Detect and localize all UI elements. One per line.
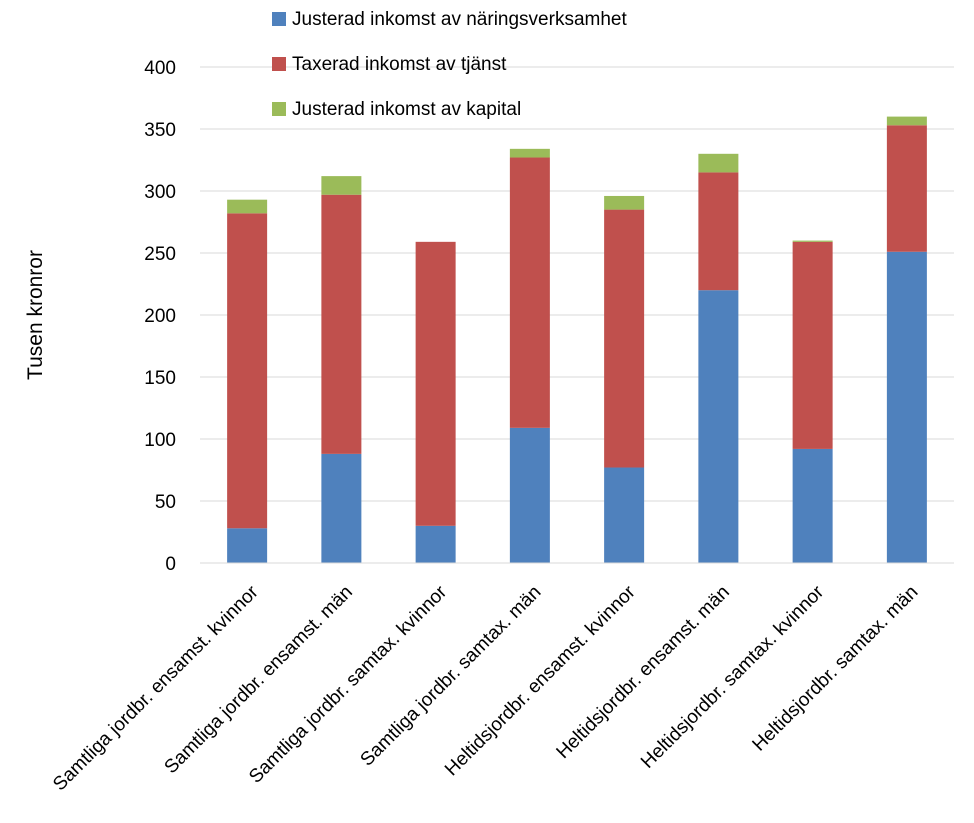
bar-segment (604, 209, 645, 468)
bar-segment (415, 241, 456, 526)
bar-segment (321, 176, 362, 195)
x-category-label: Heltidsjordbr. samtax. män (749, 582, 923, 756)
legend: Justerad inkomst av näringsverksamhet Tax… (272, 9, 627, 120)
y-tick-label: 200 (144, 306, 176, 327)
bar-segment (509, 148, 550, 158)
x-category-label: Heltidsjordbr. samtax. kvinnor (637, 581, 829, 773)
bar-segment (321, 453, 362, 563)
legend-swatch (272, 57, 286, 71)
legend-swatch (272, 102, 286, 116)
x-category-label: Heltidsjordbr. ensamst. män (553, 582, 734, 763)
y-tick-label: 0 (165, 554, 176, 575)
bar-segment (886, 251, 927, 563)
bar-segment (886, 116, 927, 126)
bar-segment (698, 153, 739, 173)
bar-segment (227, 528, 268, 563)
x-axis-category-labels: Samtliga jordbr. ensamst. kvinnorSamtlig… (49, 581, 922, 795)
y-tick-label: 150 (144, 368, 176, 389)
y-axis-tick-labels: 0 50 100 150 200 250 300 350 400 (144, 58, 176, 575)
bars (227, 116, 927, 563)
legend-swatch (272, 12, 286, 26)
x-category-label: Samtliga jordbr. ensamst. män (161, 582, 357, 778)
y-tick-label: 250 (144, 244, 176, 265)
bar-segment (227, 199, 268, 214)
legend-label: Justerad inkomst av näringsverksamhet (292, 9, 627, 30)
x-category-label: Samtliga jordbr. samtax. kvinnor (245, 581, 451, 787)
y-tick-label: 50 (155, 492, 176, 513)
bar-segment (698, 172, 739, 291)
bar-segment (509, 427, 550, 563)
bar-segment (886, 125, 927, 252)
bar-segment (604, 467, 645, 563)
y-tick-label: 100 (144, 430, 176, 451)
x-category-label: Samtliga jordbr. ensamst. kvinnor (49, 581, 263, 795)
gridlines (200, 66, 954, 502)
legend-label: Taxerad inkomst av tjänst (292, 54, 507, 75)
bar-segment (792, 241, 833, 449)
x-category-label: Samtliga jordbr. samtax. män (357, 582, 546, 771)
bar-segment (792, 240, 833, 242)
legend-label: Justerad inkomst av kapital (292, 99, 521, 120)
y-tick-label: 400 (144, 58, 176, 79)
x-category-label: Heltidsjordbr. ensamst. kvinnor (441, 581, 640, 780)
y-axis-title: Tusen kronror (24, 250, 47, 380)
bar-segment (698, 290, 739, 563)
y-tick-label: 350 (144, 120, 176, 141)
bar-segment (604, 195, 645, 210)
bar-segment (321, 194, 362, 454)
bar-segment (509, 157, 550, 428)
bar-segment (227, 213, 268, 529)
y-tick-label: 300 (144, 182, 176, 203)
bar-segment (415, 525, 456, 563)
bar-segment (792, 448, 833, 563)
